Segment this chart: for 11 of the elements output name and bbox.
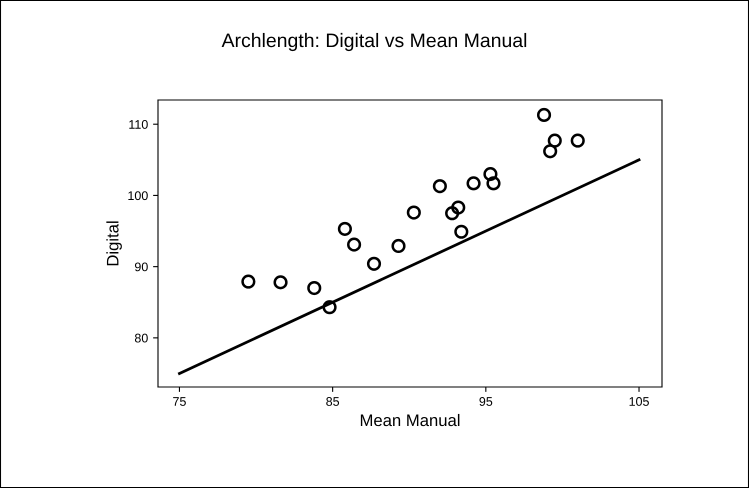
x-axis-title: Mean Manual: [360, 414, 460, 426]
x-tick-label: 75: [173, 397, 186, 406]
x-tick-label: 95: [479, 397, 492, 406]
x-tick-label: 85: [326, 397, 340, 406]
x-tick-label: 105: [630, 397, 649, 406]
y-tick-label: 110: [129, 120, 148, 129]
chart-title: Archlength: Digital vs Mean Manual: [222, 32, 526, 52]
y-axis-title: Digital: [106, 221, 122, 266]
y-tick-label: 90: [134, 262, 148, 272]
y-tick-label: 80: [134, 334, 148, 343]
y-tick-label: 100: [128, 191, 148, 200]
